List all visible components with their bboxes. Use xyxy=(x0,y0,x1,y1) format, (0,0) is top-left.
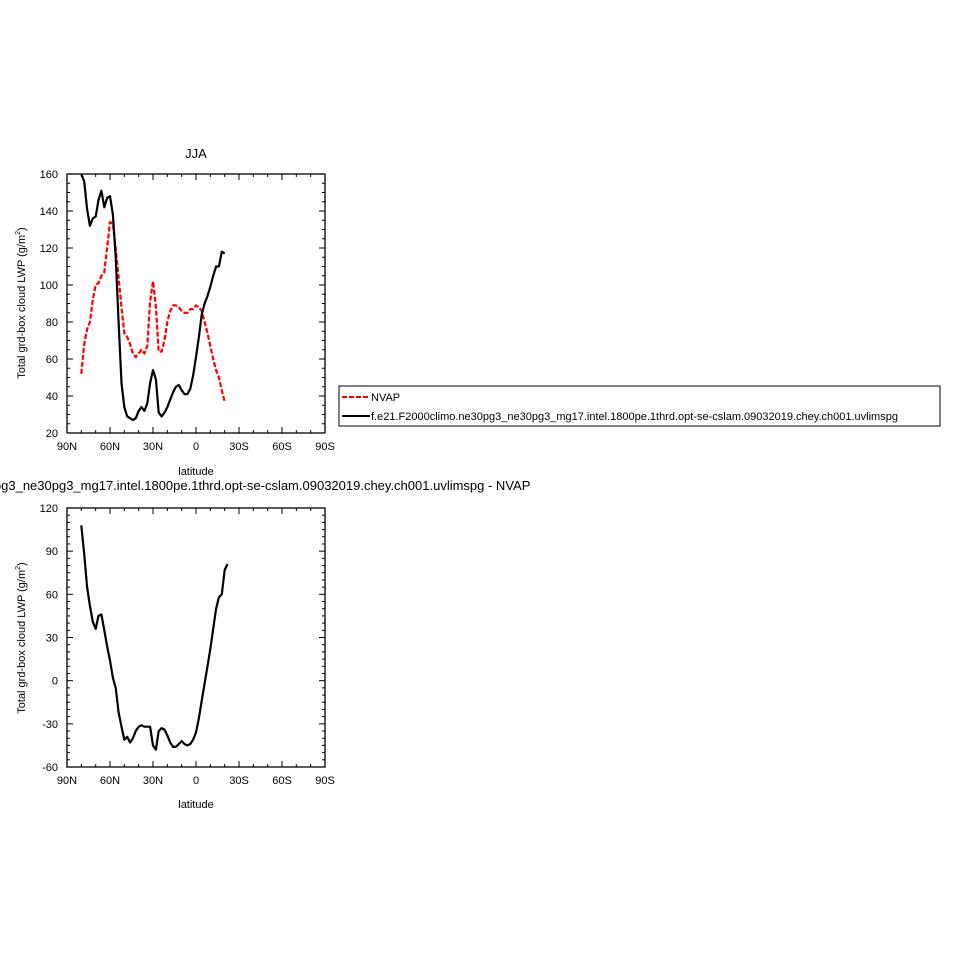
series-layer xyxy=(80,173,226,422)
y-axis-label: Total grd-box cloud LWP (g/m2) xyxy=(15,227,28,378)
y-tick-label: -30 xyxy=(42,719,58,731)
chart-title: f.e21.F2000climo.ne30pg3_ne30pg3_mg17.in… xyxy=(0,478,530,493)
panel-top: JJA 90N 60N 30N 0 30S 60S 90S 20 40 60 80 100 120 140… xyxy=(15,146,335,478)
chart-title: JJA xyxy=(185,146,207,161)
panel-bottom: f.e21.F2000climo.ne30pg3_ne30pg3_mg17.in… xyxy=(0,478,530,811)
y-tick-label: 0 xyxy=(52,676,58,688)
series-line-difference xyxy=(80,525,229,751)
x-tick-label: 60N xyxy=(100,441,120,453)
y-tick-label: 160 xyxy=(40,169,58,181)
legend-label-nvap: NVAP xyxy=(371,392,400,404)
series-layer xyxy=(80,525,229,751)
series-line-nvap xyxy=(80,221,226,402)
x-tick-label: 90S xyxy=(315,775,335,787)
y-axis-label-close: ) xyxy=(16,227,28,231)
y-axis-label-main: Total grd-box cloud LWP (g/m xyxy=(16,570,28,714)
plot-frame xyxy=(66,173,326,434)
x-axis-label: latitude xyxy=(178,799,213,811)
tick-layer: 90N 60N 30N 0 30S 60S 90S 20 40 60 80 100 120 140 160 xyxy=(40,169,335,453)
y-tick-label: 140 xyxy=(40,206,58,218)
y-axis-label-main: Total grd-box cloud LWP (g/m xyxy=(16,235,28,379)
y-tick-label: 100 xyxy=(40,280,58,292)
y-axis-label-close: ) xyxy=(16,562,28,566)
y-tick-label: 120 xyxy=(40,243,58,255)
x-tick-label: 60S xyxy=(272,775,292,787)
x-tick-label: 90S xyxy=(315,441,335,453)
legend-label-model: f.e21.F2000climo.ne30pg3_ne30pg3_mg17.in… xyxy=(371,411,898,423)
x-tick-label: 60S xyxy=(272,441,292,453)
y-axis-label-sup: 2 xyxy=(15,566,22,570)
y-axis-label: Total grd-box cloud LWP (g/m2) xyxy=(15,562,28,713)
y-tick-label: 30 xyxy=(46,633,58,645)
y-tick-label: 120 xyxy=(40,503,58,515)
x-tick-label: 30N xyxy=(143,441,163,453)
x-tick-label: 90N xyxy=(57,441,77,453)
x-tick-label: 0 xyxy=(193,441,199,453)
x-tick-label: 30S xyxy=(229,441,249,453)
y-tick-label: 20 xyxy=(46,428,58,440)
y-tick-label: 40 xyxy=(46,391,58,403)
tick-layer: 90N 60N 30N 0 30S 60S 90S -60 -30 0 30 60 90 120 xyxy=(40,503,335,787)
y-tick-label: 60 xyxy=(46,354,58,366)
legend: NVAP f.e21.F2000climo.ne30pg3_ne30pg3_mg… xyxy=(338,385,941,427)
y-tick-label: 90 xyxy=(46,546,58,558)
x-axis-label: latitude xyxy=(178,466,213,478)
x-tick-label: 60N xyxy=(100,775,120,787)
y-tick-label: 60 xyxy=(46,589,58,601)
x-tick-label: 30S xyxy=(229,775,249,787)
x-tick-label: 30N xyxy=(143,775,163,787)
y-tick-label: 80 xyxy=(46,317,58,329)
y-axis-label-sup: 2 xyxy=(15,231,22,235)
series-line-model xyxy=(80,173,226,422)
legend-box xyxy=(338,385,941,427)
x-tick-label: 0 xyxy=(193,775,199,787)
x-tick-label: 90N xyxy=(57,775,77,787)
y-tick-label: -60 xyxy=(42,762,58,774)
